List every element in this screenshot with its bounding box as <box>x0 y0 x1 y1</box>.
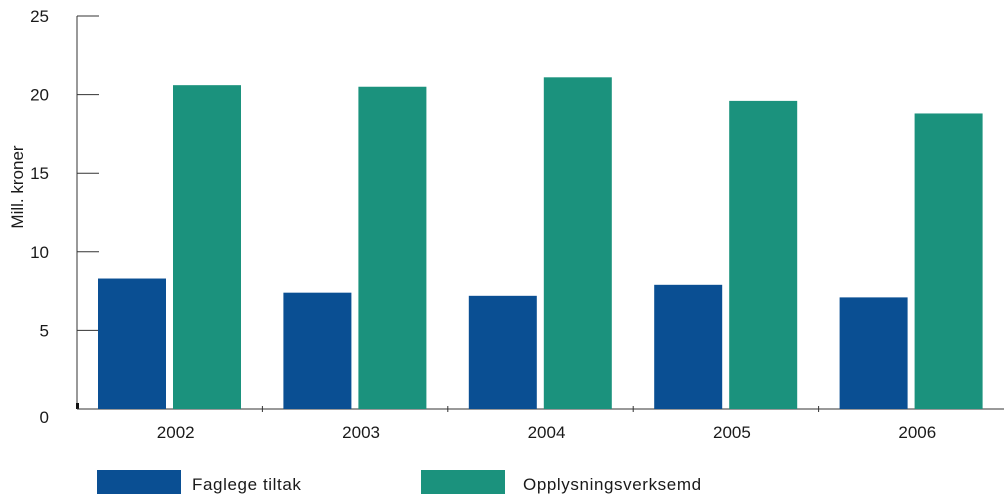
x-tick-label-2004: 2004 <box>528 423 566 442</box>
bar-faglege-tiltak-2006 <box>839 297 908 409</box>
bar-opplysningsverksemd-2004 <box>543 77 612 410</box>
bar-opplysningsverksemd-2006 <box>914 113 983 410</box>
y-tick-label-0: 0 <box>40 408 49 427</box>
y-axis-title: Mill. kroner <box>8 145 27 228</box>
x-tick-label-2005: 2005 <box>713 423 751 442</box>
x-tick-label-2006: 2006 <box>898 423 936 442</box>
y-tick-label-5: 5 <box>40 321 49 340</box>
y-tick-label-15: 15 <box>30 164 49 183</box>
bar-opplysningsverksemd-2003 <box>358 86 427 410</box>
y-tick-label-20: 20 <box>30 86 49 105</box>
bar-faglege-tiltak-2003 <box>283 292 352 409</box>
bar-faglege-tiltak-2005 <box>654 284 723 409</box>
bar-opplysningsverksemd-2002 <box>173 85 241 409</box>
legend-swatch-faglege-tiltak <box>97 470 181 494</box>
x-tick-label-2003: 2003 <box>342 423 380 442</box>
y-axis: 0 5 10 15 20 25 <box>30 7 99 427</box>
legend: Faglege tiltak Opplysningsverksemd <box>97 470 702 494</box>
bar-faglege-tiltak-2004 <box>468 295 537 409</box>
x-axis: 2002 2003 2004 2005 2006 <box>77 406 1004 442</box>
y-tick-label-10: 10 <box>30 243 49 262</box>
bar-opplysningsverksemd-2005 <box>729 100 798 409</box>
origin-mark <box>76 403 79 409</box>
legend-label-opplysningsverksemd: Opplysningsverksemd <box>523 475 702 494</box>
bars <box>98 77 983 410</box>
legend-label-faglege-tiltak: Faglege tiltak <box>192 475 302 494</box>
bar-faglege-tiltak-2002 <box>98 278 166 409</box>
legend-swatch-opplysningsverksemd <box>421 470 505 494</box>
y-tick-label-25: 25 <box>30 7 49 26</box>
x-tick-label-2002: 2002 <box>157 423 195 442</box>
